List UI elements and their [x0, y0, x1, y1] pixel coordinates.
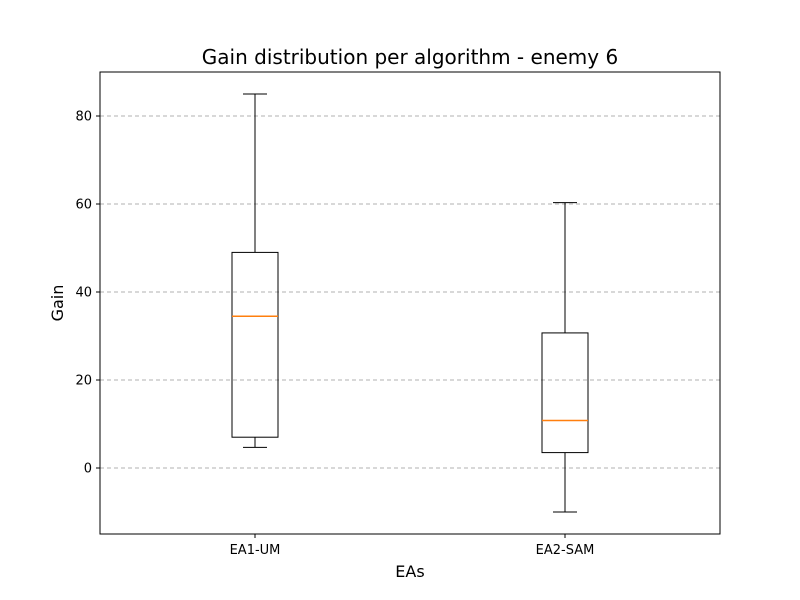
- grid-lines: [100, 115, 720, 469]
- boxes: [231, 93, 589, 513]
- plot-frame: [99, 71, 721, 535]
- y-tick-label-20: 20: [75, 374, 92, 389]
- x-tick-label-EA1-UM: EA1-UM: [230, 543, 281, 558]
- y-tick-label-0: 0: [84, 462, 92, 477]
- y-tick-label-40: 40: [75, 286, 92, 301]
- box-EA2-SAM: [541, 202, 589, 513]
- chart-title: Gain distribution per algorithm - enemy …: [202, 45, 618, 69]
- iqr-box-EA2-SAM: [541, 332, 589, 454]
- y-axis-label: Gain: [48, 285, 67, 322]
- iqr-box-EA1-UM: [231, 251, 279, 438]
- box-EA1-UM: [231, 93, 279, 448]
- y-tick-label-80: 80: [75, 110, 92, 125]
- x-axis-ticks: EA1-UM EA2-SAM: [230, 534, 595, 558]
- y-tick-label-60: 60: [75, 198, 92, 213]
- x-tick-label-EA2-SAM: EA2-SAM: [536, 543, 595, 558]
- y-axis-ticks: 0 20 40 60 80: [75, 110, 100, 477]
- x-axis-label: EAs: [395, 562, 424, 581]
